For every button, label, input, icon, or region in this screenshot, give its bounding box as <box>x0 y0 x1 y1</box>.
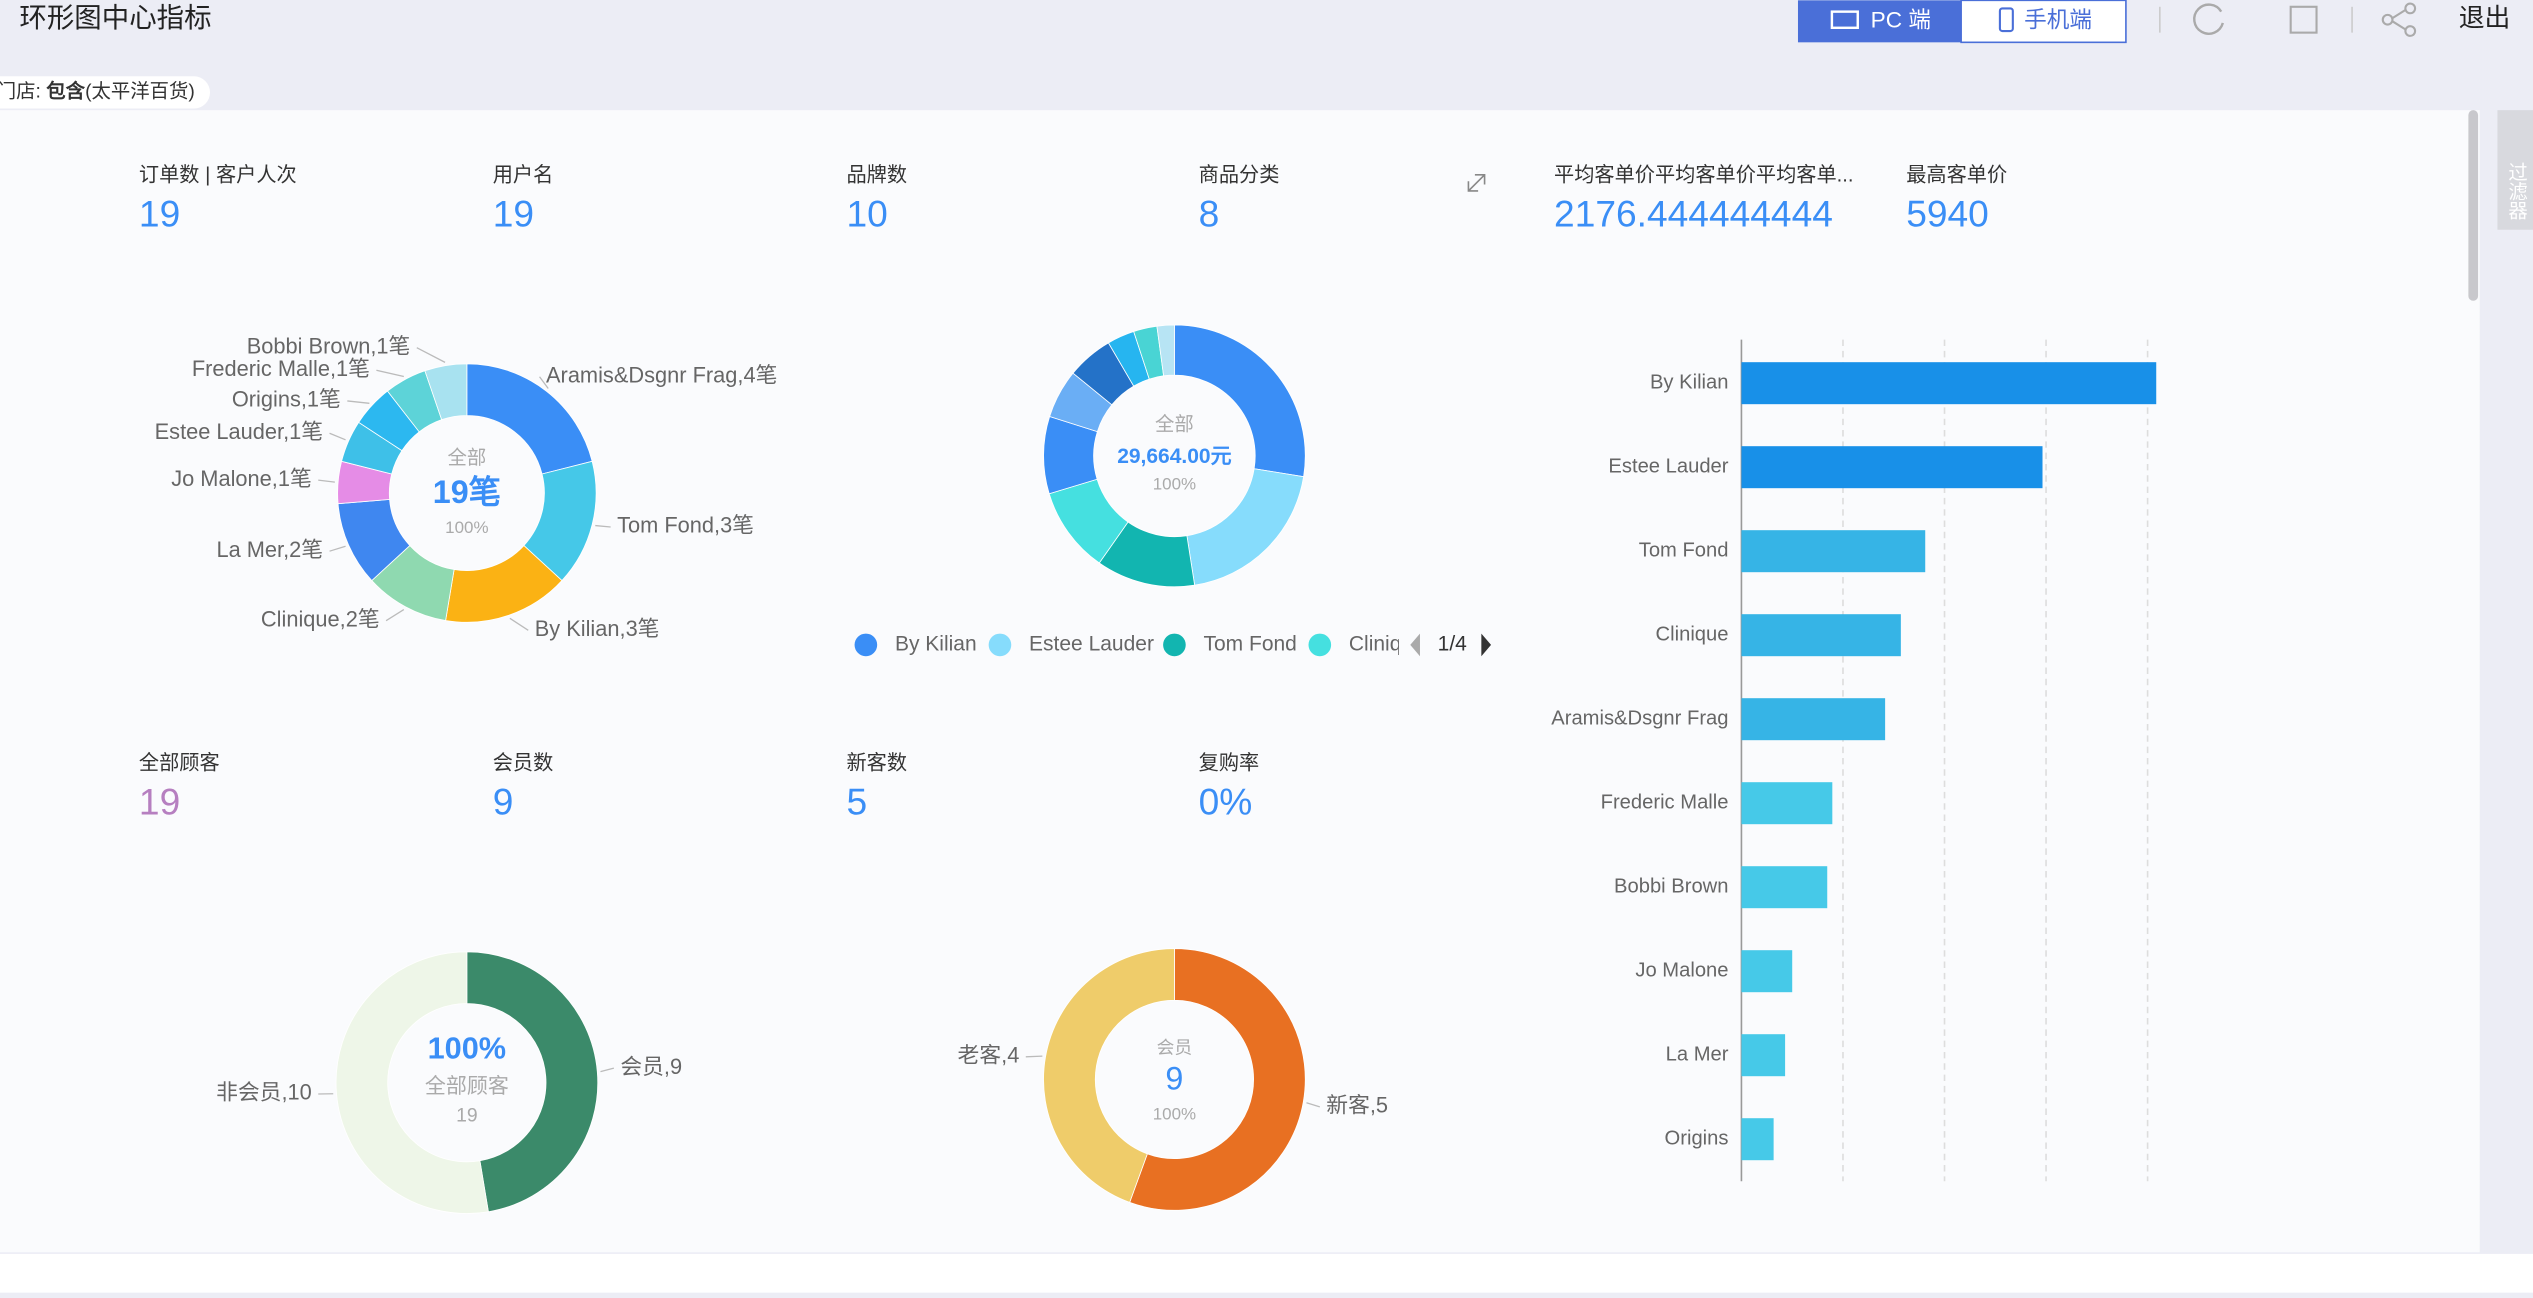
filter-label: 门店: 包含(太平洋百货) <box>0 80 195 103</box>
center-text: 100% <box>1153 1104 1196 1123</box>
center-text: 19 <box>456 1105 478 1127</box>
bar <box>1741 446 2042 488</box>
mobile-label[interactable]: 手机端 <box>2024 7 2092 32</box>
bar <box>1741 782 1832 824</box>
slice-label: 新客,5 <box>1326 1093 1388 1118</box>
legend-swatch <box>855 634 878 657</box>
slice-label: Tom Fond,3笔 <box>617 513 754 538</box>
legend-page: 1/4 <box>1438 632 1468 655</box>
pc-label[interactable]: PC 端 <box>1871 7 1931 32</box>
kpi-label: 商品分类 <box>1199 164 1280 187</box>
legend-swatch <box>1309 634 1332 657</box>
kpi-label: 全部顾客 <box>139 752 220 775</box>
y-tick-label: Aramis&Dsgnr Frag <box>1551 708 1728 730</box>
center-text: 全部 <box>1155 413 1194 435</box>
kpi-value: 19 <box>139 193 180 235</box>
legend-label[interactable]: Tom Fond <box>1203 632 1296 655</box>
kpi-label: 用户名 <box>493 164 554 187</box>
kpi-value: 19 <box>139 781 180 823</box>
kpi-value: 19 <box>493 193 534 235</box>
slice-label: Clinique,2笔 <box>261 606 380 631</box>
bar <box>1741 698 1885 740</box>
center-text: 29,664.00元 <box>1117 445 1231 468</box>
y-tick-label: Clinique <box>1656 624 1729 646</box>
kpi-label: 会员数 <box>493 752 554 775</box>
bar <box>1741 362 2156 404</box>
leader-line <box>1026 1056 1043 1057</box>
kpi-label: 品牌数 <box>846 164 907 187</box>
y-tick-label: La Mer <box>1666 1044 1729 1066</box>
kpi-label: 新客数 <box>846 752 907 775</box>
page-title: 环形图中心指标 <box>19 2 211 33</box>
bar <box>1741 530 1925 572</box>
center-text: 100% <box>445 518 488 537</box>
kpi-value: 10 <box>846 193 887 235</box>
scrollbar[interactable] <box>2468 110 2478 301</box>
bar <box>1741 1034 1785 1076</box>
slice-label: Origins,1笔 <box>232 387 341 412</box>
slice-label: Estee Lauder,1笔 <box>155 419 323 444</box>
kpi-value: 2176.444444444 <box>1554 193 1833 235</box>
kpi-value: 9 <box>493 781 514 823</box>
center-text: 19笔 <box>433 474 501 510</box>
y-tick-label: By Kilian <box>1650 372 1729 394</box>
slice-label: 老客,4 <box>958 1043 1020 1068</box>
bar <box>1741 614 1900 656</box>
slice-label: 会员,9 <box>620 1054 682 1079</box>
y-tick-label: Tom Fond <box>1639 540 1729 562</box>
kpi-label: 订单数 | 客户人次 <box>139 164 297 187</box>
center-text: 会员 <box>1157 1037 1193 1057</box>
kpi-value: 5 <box>846 781 867 823</box>
kpi-value: 5940 <box>1906 193 1989 235</box>
y-tick-label: Bobbi Brown <box>1614 876 1728 898</box>
center-text: 100% <box>428 1030 506 1065</box>
slice-label: La Mer,2笔 <box>216 537 323 562</box>
bar <box>1741 1118 1773 1160</box>
bar <box>1741 866 1827 908</box>
logout[interactable]: 退出 <box>2459 4 2511 33</box>
legend-label[interactable]: By Kilian <box>895 632 977 655</box>
kpi-value: 8 <box>1199 193 1220 235</box>
filter-operator: 包含 <box>46 80 85 103</box>
legend-label[interactable]: Estee Lauder <box>1029 632 1154 655</box>
slice-label: Frederic Malle,1笔 <box>192 356 370 381</box>
slice-label: Jo Malone,1笔 <box>171 466 312 491</box>
y-tick-label: Jo Malone <box>1635 960 1728 982</box>
filter-field: 门店: <box>0 81 46 103</box>
slice-label: By Kilian,3笔 <box>535 616 660 641</box>
kpi-label: 最高客单价 <box>1906 164 2007 187</box>
kpi-value: 0% <box>1199 781 1253 823</box>
legend-swatch <box>1163 634 1186 657</box>
legend-swatch <box>989 634 1012 657</box>
y-tick-label: Estee Lauder <box>1608 456 1728 478</box>
y-tick-label: Frederic Malle <box>1601 792 1729 814</box>
bar <box>1741 950 1792 992</box>
kpi-label: 平均客单价平均客单价平均客单... <box>1554 164 1853 187</box>
slice-label: Aramis&Dsgnr Frag,4笔 <box>546 362 777 387</box>
footer-bar <box>0 1254 2533 1293</box>
kpi-label: 复购率 <box>1199 752 1260 775</box>
center-text: 全部顾客 <box>425 1075 509 1098</box>
y-tick-label: Origins <box>1665 1128 1729 1150</box>
center-text: 全部 <box>447 447 486 469</box>
filter-value: (太平洋百货) <box>85 81 195 103</box>
slice-label: 非会员,10 <box>216 1080 312 1105</box>
center-text: 100% <box>1153 474 1196 493</box>
center-text: 9 <box>1165 1061 1183 1097</box>
side-tab-label[interactable]: 过滤器 <box>2505 162 2528 220</box>
slice-label: Bobbi Brown,1笔 <box>247 333 411 358</box>
